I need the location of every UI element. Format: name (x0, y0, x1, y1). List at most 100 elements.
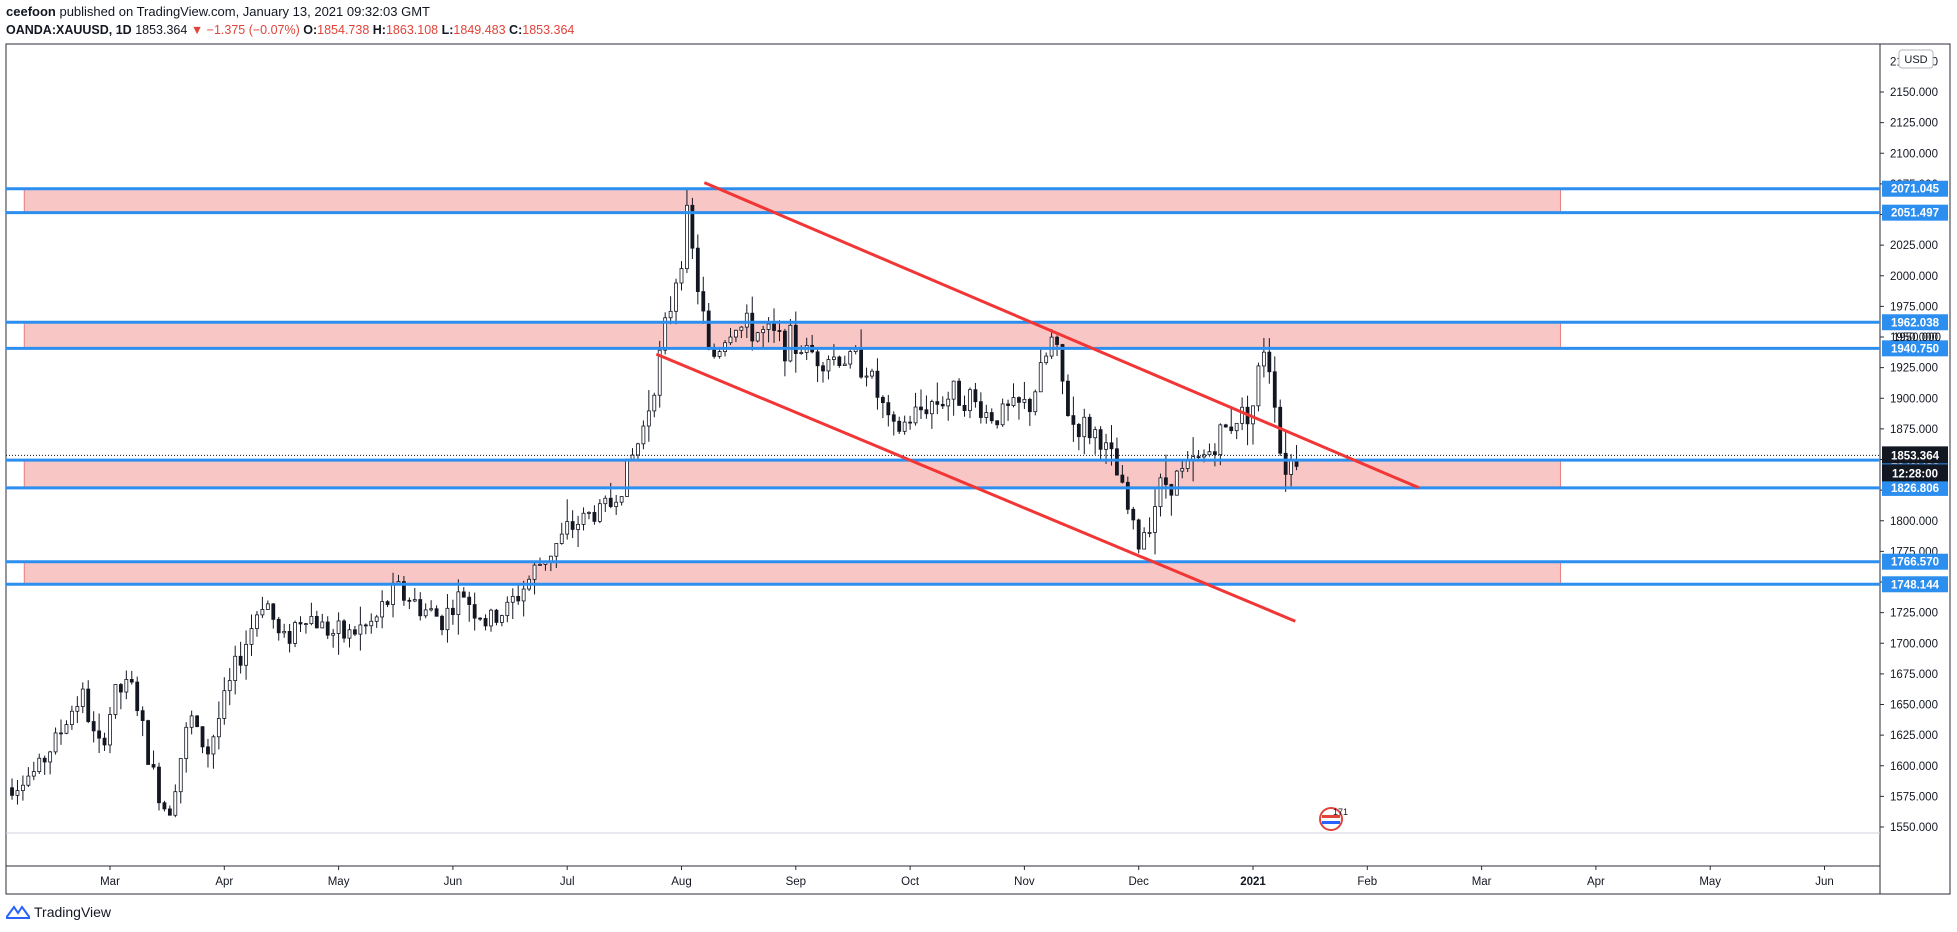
candle-up[interactable] (412, 599, 417, 602)
candle-up[interactable] (1022, 398, 1027, 403)
candle-up[interactable] (309, 615, 314, 625)
candle-up[interactable] (1104, 442, 1108, 450)
candle-up[interactable] (75, 706, 80, 712)
candle-down[interactable] (271, 603, 276, 620)
candle-up[interactable] (233, 655, 238, 681)
candle-up[interactable] (739, 326, 744, 331)
candle-up[interactable] (826, 359, 831, 372)
candle-up[interactable] (222, 690, 227, 719)
candle-down[interactable] (1076, 424, 1081, 438)
candle-up[interactable] (380, 601, 385, 618)
candle-up[interactable] (423, 609, 428, 617)
candle-up[interactable] (173, 791, 178, 816)
candle-up[interactable] (178, 758, 183, 793)
candle-up[interactable] (391, 582, 395, 605)
candle-down[interactable] (86, 688, 91, 722)
candle-down[interactable] (1267, 351, 1272, 373)
candle-up[interactable] (369, 620, 374, 627)
candle-down[interactable] (385, 601, 390, 605)
candle-down[interactable] (276, 618, 281, 634)
candle-down[interactable] (402, 581, 406, 601)
candle-down[interactable] (162, 802, 167, 810)
candle-down[interactable] (859, 348, 864, 378)
candle-up[interactable] (15, 790, 20, 796)
candle-down[interactable] (1071, 415, 1076, 425)
supply-demand-zone[interactable] (23, 321, 1561, 349)
candle-up[interactable] (1000, 403, 1005, 426)
candle-up[interactable] (1082, 416, 1087, 438)
chart[interactable]: 2150.0002125.0002100.0002075.0002050.000… (0, 0, 1957, 900)
event-marker[interactable]: 171 (1319, 807, 1348, 831)
candle-down[interactable] (146, 720, 151, 765)
candle-up[interactable] (1240, 406, 1245, 424)
candle-up[interactable] (1093, 429, 1098, 439)
supply-demand-zone[interactable] (23, 561, 1561, 585)
candle-up[interactable] (603, 497, 608, 505)
candle-up[interactable] (559, 533, 564, 544)
candle-down[interactable] (1272, 371, 1277, 408)
candle-up[interactable] (625, 458, 629, 497)
candle-down[interactable] (1098, 429, 1103, 450)
candle-down[interactable] (434, 608, 439, 617)
candle-down[interactable] (1169, 484, 1174, 496)
candle-down[interactable] (880, 396, 885, 404)
candle-up[interactable] (1153, 506, 1157, 533)
candle-up[interactable] (265, 603, 270, 610)
candle-up[interactable] (1207, 451, 1212, 456)
candle-down[interactable] (195, 715, 199, 728)
level-price-tag[interactable] (1882, 340, 1948, 357)
candle-up[interactable] (581, 512, 586, 525)
candle-up[interactable] (668, 310, 673, 319)
candle-down[interactable] (342, 620, 346, 639)
level-price-tag[interactable] (1882, 204, 1948, 221)
candle-up[interactable] (1180, 468, 1185, 472)
candle-up[interactable] (1234, 422, 1239, 432)
level-price-tag[interactable] (1882, 314, 1948, 331)
candle-down[interactable] (363, 624, 368, 627)
candle-up[interactable] (347, 629, 352, 639)
candle-up[interactable] (641, 425, 646, 445)
candle-up[interactable] (902, 421, 907, 432)
candle-down[interactable] (478, 617, 483, 620)
candle-down[interactable] (1213, 451, 1217, 455)
candle-up[interactable] (788, 324, 793, 362)
candle-up[interactable] (26, 775, 31, 786)
candle-up[interactable] (505, 601, 510, 617)
candle-up[interactable] (744, 312, 749, 328)
supply-demand-zone[interactable] (23, 188, 1561, 214)
candle-down[interactable] (206, 746, 210, 755)
candle-up[interactable] (216, 718, 221, 738)
candle-up[interactable] (1033, 391, 1038, 413)
candle-up[interactable] (320, 621, 325, 629)
candle-down[interactable] (167, 808, 172, 816)
candle-up[interactable] (538, 564, 542, 566)
currency-button[interactable]: USD (1898, 49, 1934, 69)
candle-up[interactable] (728, 336, 733, 344)
candle-up[interactable] (761, 329, 766, 334)
candle-up[interactable] (429, 608, 434, 611)
candle-up[interactable] (445, 607, 450, 631)
trendline[interactable] (655, 352, 1296, 623)
footer-brand[interactable]: TradingView (34, 904, 112, 920)
candle-down[interactable] (793, 324, 798, 354)
candle-down[interactable] (875, 370, 880, 398)
candle-up[interactable] (951, 380, 956, 400)
candle-down[interactable] (325, 621, 330, 636)
candle-up[interactable] (521, 588, 526, 602)
candle-down[interactable] (1055, 336, 1059, 345)
candle-up[interactable] (456, 591, 461, 616)
candle-down[interactable] (978, 401, 983, 418)
candle-down[interactable] (1115, 448, 1119, 476)
candle-down[interactable] (989, 412, 994, 422)
trendline[interactable] (703, 181, 1420, 490)
candle-down[interactable] (1229, 426, 1234, 432)
candle-down[interactable] (42, 757, 47, 763)
candle-down[interactable] (483, 618, 488, 627)
candle-up[interactable] (1174, 470, 1179, 496)
candle-down[interactable] (118, 684, 123, 693)
candle-up[interactable] (31, 771, 36, 777)
candle-down[interactable] (450, 607, 455, 616)
candle-down[interactable] (919, 406, 923, 411)
candle-up[interactable] (679, 268, 684, 284)
candle-down[interactable] (135, 681, 140, 712)
